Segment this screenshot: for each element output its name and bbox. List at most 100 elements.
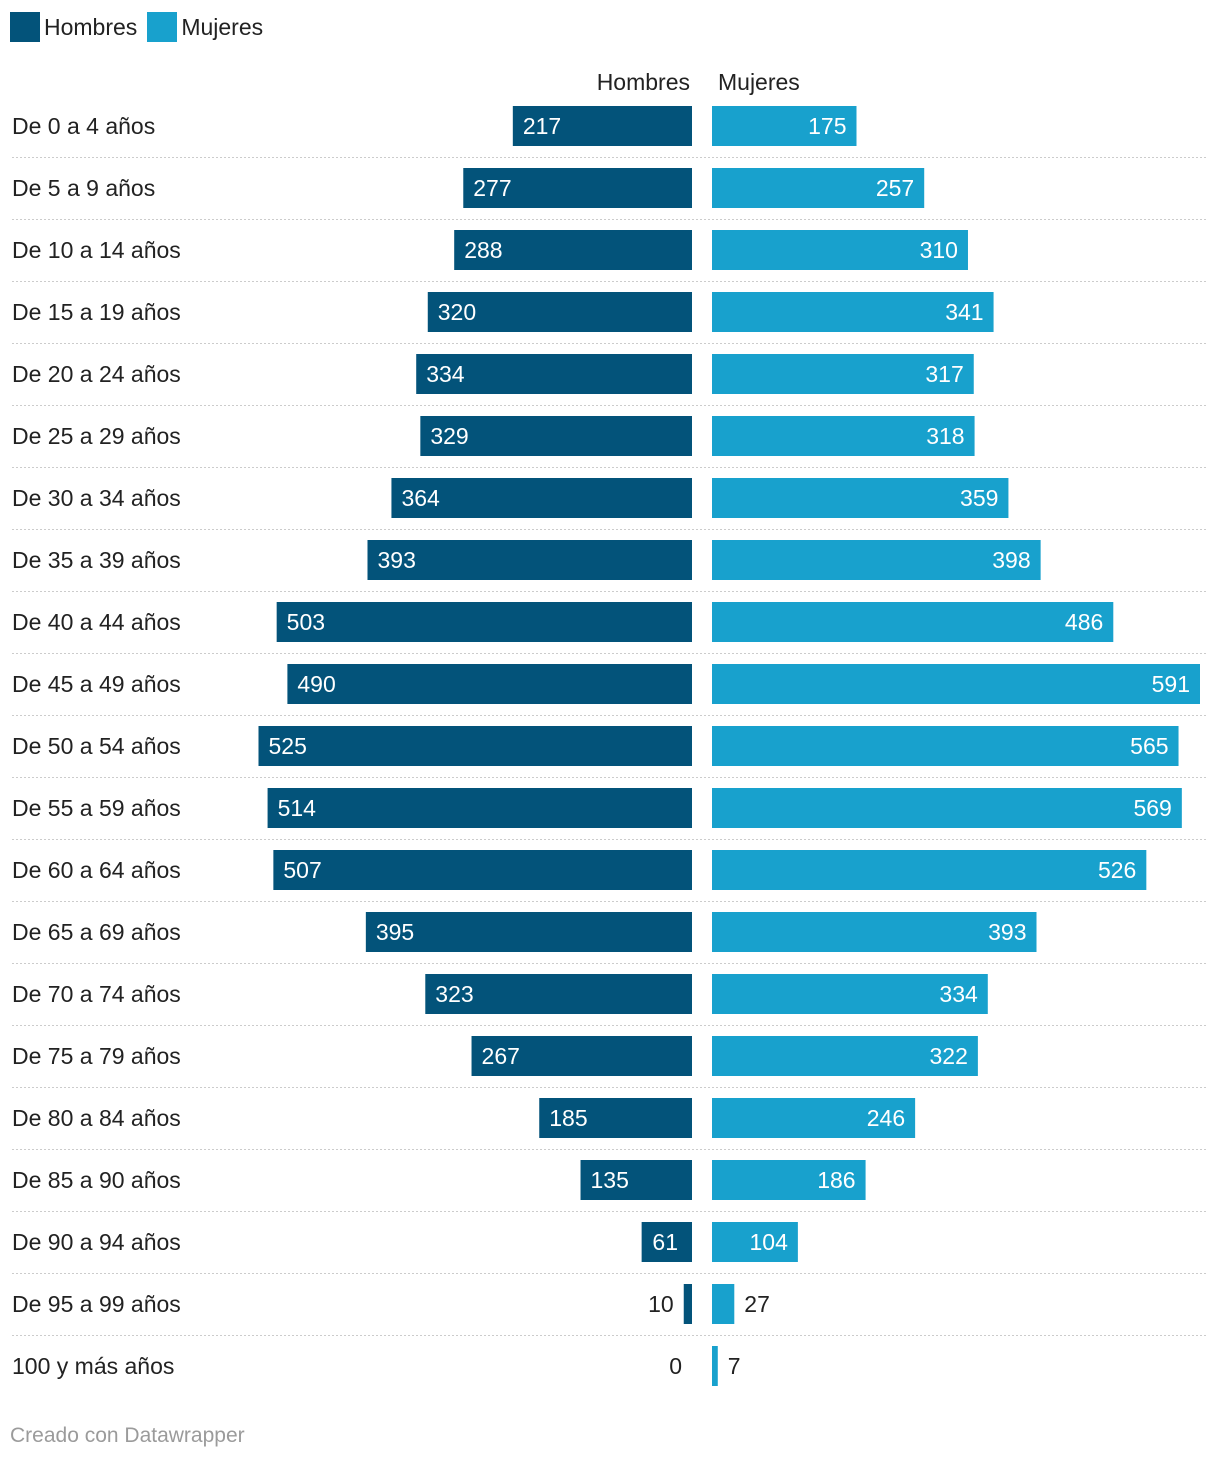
value-label-men: 329	[430, 423, 468, 449]
bar-men	[420, 416, 692, 456]
value-label-women: 7	[728, 1353, 741, 1379]
column-header-women: Mujeres	[718, 69, 800, 95]
category-label: 100 y más años	[12, 1353, 174, 1379]
bar-women	[712, 168, 925, 208]
value-label-men: 395	[376, 919, 414, 945]
bar-men	[267, 788, 692, 828]
bar-women	[712, 1222, 798, 1262]
value-label-women: 317	[925, 361, 963, 387]
value-label-women: 186	[817, 1167, 855, 1193]
category-label: De 55 a 59 años	[12, 795, 181, 821]
bar-men	[539, 1098, 692, 1138]
bar-women	[712, 230, 968, 270]
bar-men	[365, 912, 692, 952]
legend-label-men: Hombres	[44, 13, 138, 40]
category-label: De 80 a 84 años	[12, 1105, 181, 1131]
bar-women	[712, 664, 1200, 704]
category-label: De 5 a 9 años	[12, 175, 155, 201]
category-label: De 35 a 39 años	[12, 547, 181, 573]
value-label-women: 104	[749, 1229, 788, 1255]
value-label-women: 341	[945, 299, 983, 325]
value-label-men: 217	[523, 113, 561, 139]
bar-women	[712, 726, 1179, 766]
category-label: De 25 a 29 años	[12, 423, 181, 449]
bar-women	[712, 602, 1114, 642]
category-label: De 50 a 54 años	[12, 733, 181, 759]
value-label-men: 267	[482, 1043, 520, 1069]
bar-men	[641, 1222, 692, 1262]
bar-men	[367, 540, 692, 580]
value-label-women: 246	[867, 1105, 905, 1131]
bar-men	[276, 602, 692, 642]
bar-men	[512, 106, 692, 146]
footer-credit: Creado con Datawrapper	[10, 1424, 245, 1447]
value-label-men: 135	[591, 1167, 629, 1193]
category-label: De 90 a 94 años	[12, 1229, 181, 1255]
value-label-women: 318	[926, 423, 964, 449]
category-label: De 95 a 99 años	[12, 1291, 181, 1317]
category-label: De 60 a 64 años	[12, 857, 181, 883]
category-label: De 85 a 90 años	[12, 1167, 181, 1193]
bar-men	[425, 974, 692, 1014]
category-label: De 15 a 19 años	[12, 299, 181, 325]
bar-women	[712, 1160, 866, 1200]
bar-men	[463, 168, 692, 208]
value-label-women: 359	[960, 485, 998, 511]
value-label-men: 10	[648, 1291, 674, 1317]
value-label-women: 322	[930, 1043, 968, 1069]
value-label-women: 175	[808, 113, 846, 139]
bar-women	[712, 912, 1037, 952]
value-label-men: 490	[297, 671, 335, 697]
value-label-women: 565	[1130, 733, 1168, 759]
value-label-women: 591	[1152, 671, 1190, 697]
value-label-women: 257	[876, 175, 914, 201]
bar-men	[471, 1036, 692, 1076]
value-label-men: 364	[401, 485, 440, 511]
value-label-men: 507	[283, 857, 321, 883]
legend-swatch-men	[10, 12, 40, 42]
bar-women	[712, 1036, 978, 1076]
bar-women	[712, 478, 1009, 518]
bar-women	[712, 292, 994, 332]
value-label-women: 393	[988, 919, 1026, 945]
value-label-men: 320	[438, 299, 476, 325]
bar-women	[712, 1098, 916, 1138]
category-label: De 40 a 44 años	[12, 609, 181, 635]
legend-label-women: Mujeres	[181, 13, 264, 40]
bar-women	[712, 106, 857, 146]
value-label-women: 334	[939, 981, 978, 1007]
value-label-men: 0	[669, 1353, 682, 1379]
bar-men	[273, 850, 692, 890]
legend-item-women: Mujeres	[147, 12, 263, 42]
bar-men	[427, 292, 692, 332]
value-label-men: 525	[268, 733, 306, 759]
category-label: De 0 a 4 años	[12, 113, 155, 139]
column-header-men: Hombres	[596, 69, 690, 95]
value-label-men: 61	[652, 1229, 678, 1255]
bar-women	[712, 1284, 735, 1324]
value-label-women: 569	[1133, 795, 1171, 821]
bar-women	[712, 788, 1182, 828]
value-label-women: 398	[992, 547, 1030, 573]
category-label: De 75 a 79 años	[12, 1043, 181, 1069]
bar-men	[416, 354, 692, 394]
value-label-men: 393	[377, 547, 415, 573]
bar-women	[712, 850, 1147, 890]
bar-men	[391, 478, 692, 518]
bar-women	[712, 540, 1041, 580]
value-label-women: 27	[744, 1291, 770, 1317]
category-label: De 65 a 69 años	[12, 919, 181, 945]
value-label-men: 334	[426, 361, 465, 387]
bar-men	[258, 726, 692, 766]
legend-item-men: Hombres	[10, 12, 137, 42]
bar-women	[712, 1346, 718, 1386]
legend: Hombres Mujeres	[10, 12, 273, 42]
category-label: De 20 a 24 años	[12, 361, 181, 387]
value-label-men: 503	[287, 609, 325, 635]
value-label-men: 185	[549, 1105, 587, 1131]
bar-men	[454, 230, 692, 270]
value-label-women: 310	[920, 237, 958, 263]
bar-women	[712, 354, 974, 394]
category-label: De 10 a 14 años	[12, 237, 181, 263]
